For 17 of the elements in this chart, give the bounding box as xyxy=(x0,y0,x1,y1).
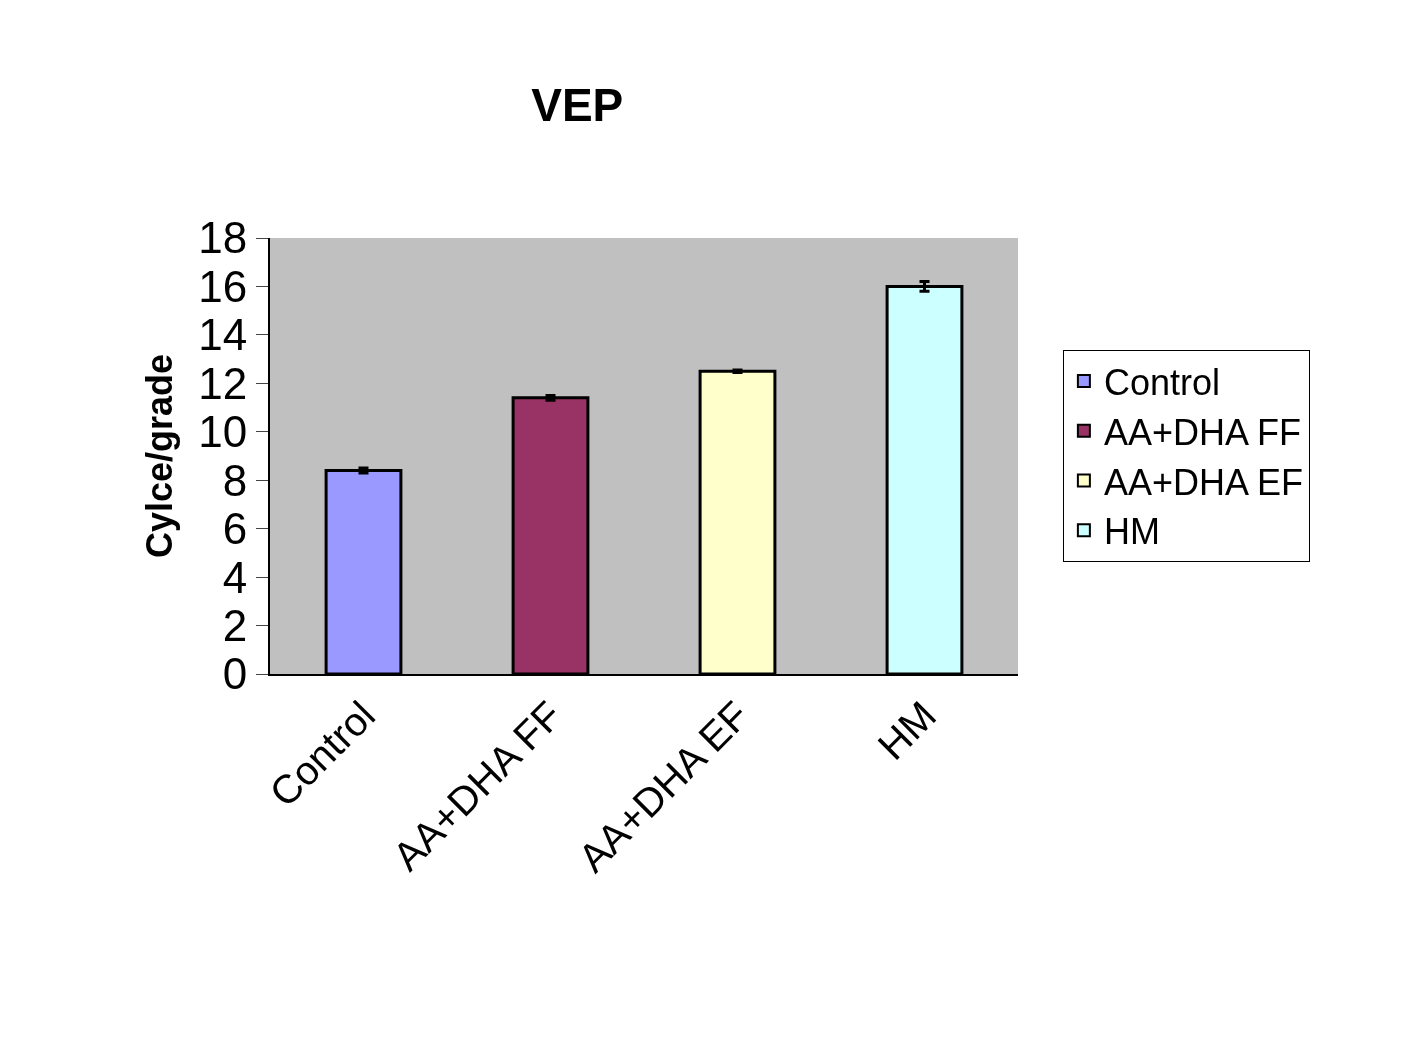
y-tick-label: 4 xyxy=(222,552,248,602)
y-tick-label: 12 xyxy=(198,358,248,408)
legend-label: Control xyxy=(1103,361,1220,403)
x-tick-label: HM xyxy=(869,692,945,768)
y-tick-label: 14 xyxy=(198,310,248,360)
y-tick-label: 0 xyxy=(222,649,248,699)
chart-title: VEP xyxy=(531,78,624,131)
legend-label: AA+DHA FF xyxy=(1103,411,1301,453)
y-tick-label: 18 xyxy=(198,213,248,263)
y-tick-label: 16 xyxy=(198,261,248,311)
y-tick-label: 6 xyxy=(222,504,248,554)
y-tick-label: 10 xyxy=(198,407,248,457)
y-tick-label: 2 xyxy=(222,600,248,650)
y-axis-title: Cylce/grade xyxy=(138,353,180,559)
legend-label: HM xyxy=(1103,511,1160,553)
legend-label: AA+DHA EF xyxy=(1103,461,1303,503)
y-tick-label: 8 xyxy=(222,455,248,505)
